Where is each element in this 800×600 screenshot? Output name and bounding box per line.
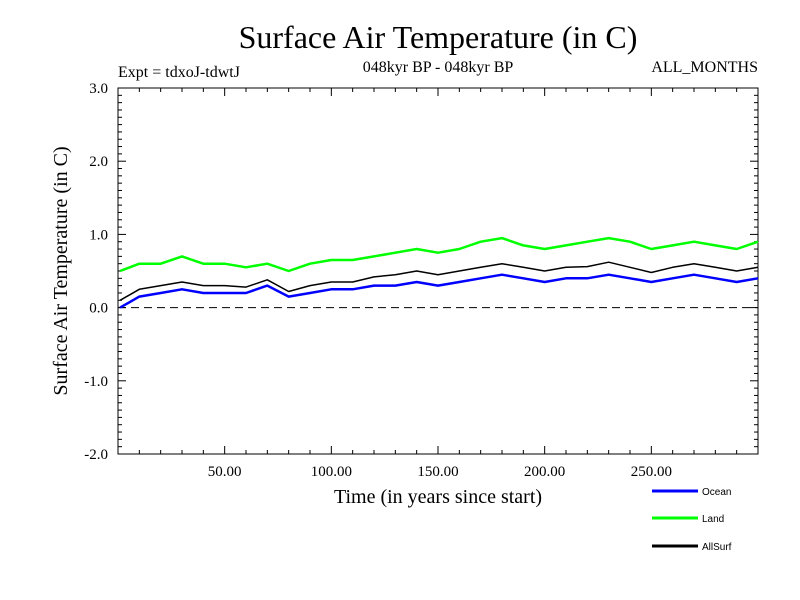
y-tick-label: 2.0 [89, 154, 108, 170]
legend-label-allsurf: AllSurf [702, 542, 732, 553]
legend-label-land: Land [702, 514, 724, 525]
plot-area: 50.00 100.00 150.00 200.00 250.00 -2.0 -1.0 0.0… [84, 81, 759, 480]
y-tick-label: -1.0 [84, 374, 108, 390]
x-tick-label: 250.00 [631, 464, 672, 480]
season-label: ALL_MONTHS [651, 59, 758, 76]
y-tick-label: 1.0 [89, 227, 108, 243]
series-line-allsurf [119, 261, 759, 301]
x-tick-label: 50.00 [208, 464, 242, 480]
series-line-ocean [119, 273, 759, 309]
y-tick-label: 3.0 [89, 81, 108, 97]
y-tick-label: 0.0 [89, 301, 108, 317]
plot-frame [117, 87, 759, 455]
chart-subtitle: 048kyr BP - 048kyr BP [363, 59, 514, 76]
x-tick-label: 150.00 [417, 464, 458, 480]
y-axis-label: Surface Air Temperature (in C) [50, 146, 72, 395]
x-tick-label: 100.00 [311, 464, 352, 480]
legend-label-ocean: Ocean [702, 487, 731, 498]
chart-title: Surface Air Temperature (in C) [239, 19, 638, 55]
experiment-label: Expt = tdxoJ-tdwtJ [118, 64, 240, 81]
legend: Ocean Land AllSurf [652, 487, 732, 553]
x-tick-label: 200.00 [524, 464, 565, 480]
y-tick-label: -2.0 [84, 447, 108, 463]
series-line-land [119, 236, 759, 273]
x-axis-label: Time (in years since start) [334, 486, 542, 508]
